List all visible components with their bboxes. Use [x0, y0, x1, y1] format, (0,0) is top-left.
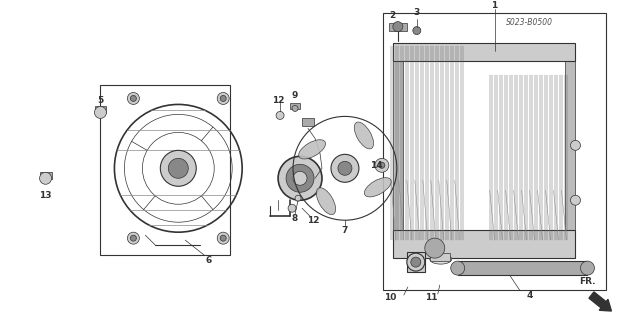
Text: 3: 3	[413, 8, 420, 17]
Circle shape	[379, 162, 385, 168]
Circle shape	[570, 195, 580, 205]
Bar	[393, 46, 403, 245]
FancyArrow shape	[589, 292, 611, 311]
Text: 11: 11	[426, 293, 438, 301]
Circle shape	[292, 106, 298, 111]
Bar	[407, 252, 425, 272]
Circle shape	[407, 253, 425, 271]
Circle shape	[40, 172, 52, 184]
Circle shape	[375, 158, 389, 172]
Circle shape	[286, 164, 314, 192]
Text: 12: 12	[272, 96, 284, 105]
Circle shape	[570, 140, 580, 150]
Bar	[566, 61, 575, 245]
Circle shape	[131, 95, 136, 101]
Bar	[389, 23, 407, 31]
Text: 9: 9	[292, 91, 298, 100]
Text: FR.: FR.	[579, 277, 596, 286]
Text: 5: 5	[97, 96, 104, 105]
Bar	[383, 13, 607, 290]
Circle shape	[276, 111, 284, 119]
Circle shape	[220, 95, 226, 101]
Circle shape	[278, 156, 322, 200]
Circle shape	[127, 93, 140, 104]
Text: 8: 8	[292, 214, 298, 223]
Bar	[393, 42, 575, 61]
Bar	[393, 230, 575, 258]
Text: 2: 2	[390, 11, 396, 20]
Bar	[430, 253, 450, 261]
Bar	[458, 261, 588, 275]
Text: S023-B0500: S023-B0500	[506, 18, 553, 27]
Text: 12: 12	[307, 216, 319, 225]
Bar	[302, 118, 314, 126]
Bar	[290, 103, 300, 109]
Ellipse shape	[355, 122, 374, 149]
Bar	[100, 85, 230, 255]
Text: 7: 7	[342, 226, 348, 235]
Text: 13: 13	[39, 191, 52, 200]
Circle shape	[413, 26, 420, 34]
Ellipse shape	[430, 254, 452, 264]
Text: 6: 6	[205, 256, 211, 265]
Circle shape	[161, 150, 196, 186]
Circle shape	[127, 232, 140, 244]
Circle shape	[411, 257, 420, 267]
Circle shape	[217, 93, 229, 104]
Text: 14: 14	[369, 161, 382, 170]
Circle shape	[425, 238, 445, 258]
Circle shape	[131, 235, 136, 241]
Circle shape	[288, 204, 296, 212]
Circle shape	[217, 232, 229, 244]
Text: 10: 10	[383, 293, 396, 301]
Bar	[95, 107, 106, 114]
Ellipse shape	[299, 140, 326, 159]
Ellipse shape	[316, 188, 335, 215]
Circle shape	[293, 171, 307, 185]
Circle shape	[95, 107, 106, 118]
Circle shape	[393, 22, 403, 32]
Circle shape	[451, 261, 465, 275]
Text: 1: 1	[492, 1, 498, 10]
Circle shape	[331, 154, 359, 182]
Circle shape	[220, 235, 226, 241]
Circle shape	[295, 195, 301, 201]
Text: 4: 4	[526, 291, 532, 300]
Bar	[40, 172, 52, 179]
Ellipse shape	[364, 178, 391, 197]
Circle shape	[580, 261, 595, 275]
Circle shape	[338, 161, 352, 175]
Circle shape	[168, 158, 188, 178]
